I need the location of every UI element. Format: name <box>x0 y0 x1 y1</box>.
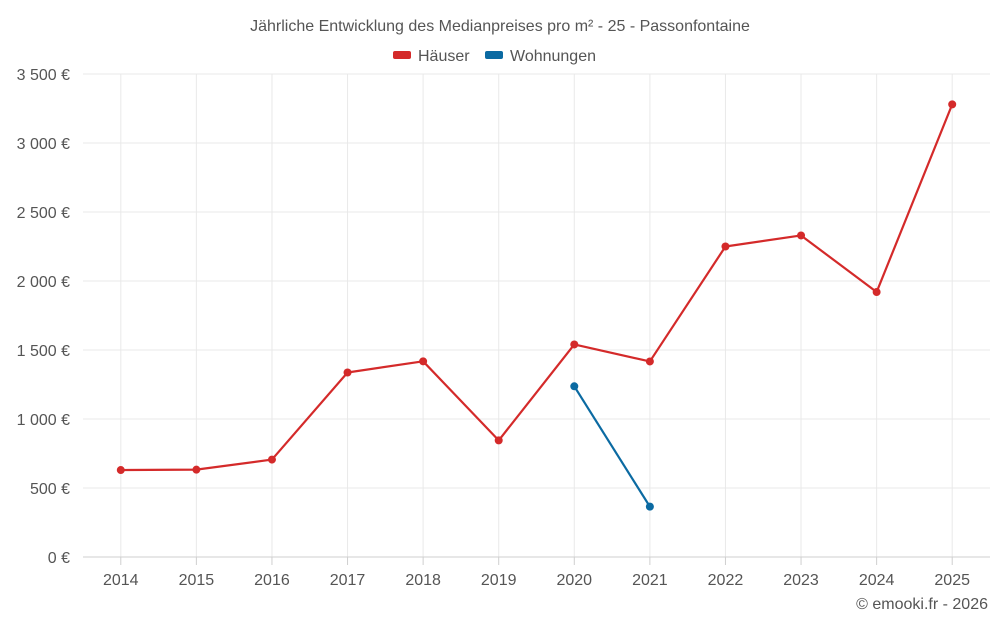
data-point-houses[interactable] <box>419 357 428 366</box>
legend-swatch-houses <box>393 51 411 59</box>
x-tick-label: 2018 <box>405 572 441 589</box>
series-line-apartments <box>573 385 651 508</box>
x-tick-label: 2015 <box>179 572 215 589</box>
y-tick-label: 1 000 € <box>17 412 70 429</box>
x-tick-label: 2024 <box>859 572 895 589</box>
legend-label-houses[interactable]: Häuser <box>418 48 470 65</box>
data-point-houses[interactable] <box>721 242 730 251</box>
credit-label: © emooki.fr - 2026 <box>856 596 988 613</box>
legend: Häuser Wohnungen <box>393 48 596 65</box>
data-point-houses[interactable] <box>267 455 276 464</box>
series-line-houses <box>120 103 954 472</box>
x-tick-label: 2025 <box>934 572 970 589</box>
legend-label-apartments[interactable]: Wohnungen <box>510 48 596 65</box>
data-point-houses[interactable] <box>343 368 352 377</box>
data-point-houses[interactable] <box>948 100 957 109</box>
data-point-houses[interactable] <box>192 465 201 474</box>
y-tick-label: 3 500 € <box>17 67 70 84</box>
series <box>116 100 957 511</box>
y-tick-label: 500 € <box>30 481 70 498</box>
data-point-houses[interactable] <box>570 340 579 349</box>
y-tick-label: 0 € <box>48 550 70 567</box>
y-tick-label: 1 500 € <box>17 343 70 360</box>
x-axis: 2014 2015 2016 2017 2018 2019 2020 2021 2022 2023… <box>83 556 990 589</box>
x-tick-label: 2014 <box>103 572 139 589</box>
x-tick-label: 2021 <box>632 572 668 589</box>
data-point-houses[interactable] <box>872 288 881 297</box>
x-tick-label: 2020 <box>556 572 592 589</box>
legend-swatch-apartments <box>485 51 503 59</box>
y-tick-label: 2 500 € <box>17 205 70 222</box>
x-tick-label: 2022 <box>708 572 744 589</box>
y-axis: 0 € 500 € 1 000 € 1 500 € 2 000 € 2 500 € 3 00… <box>17 67 70 567</box>
data-point-houses[interactable] <box>645 357 654 366</box>
y-tick-label: 2 000 € <box>17 274 70 291</box>
data-point-houses[interactable] <box>494 436 503 445</box>
x-tick-label: 2019 <box>481 572 517 589</box>
chart-title: Jährliche Entwicklung des Medianpreises … <box>250 18 750 35</box>
data-point-apartments[interactable] <box>570 382 579 391</box>
x-tick-label: 2016 <box>254 572 290 589</box>
data-point-houses[interactable] <box>797 231 806 240</box>
data-point-houses[interactable] <box>116 466 125 475</box>
grid <box>83 73 990 557</box>
y-tick-label: 3 000 € <box>17 136 70 153</box>
x-tick-label: 2017 <box>330 572 366 589</box>
data-point-apartments[interactable] <box>645 502 654 511</box>
x-tick-label: 2023 <box>783 572 819 589</box>
